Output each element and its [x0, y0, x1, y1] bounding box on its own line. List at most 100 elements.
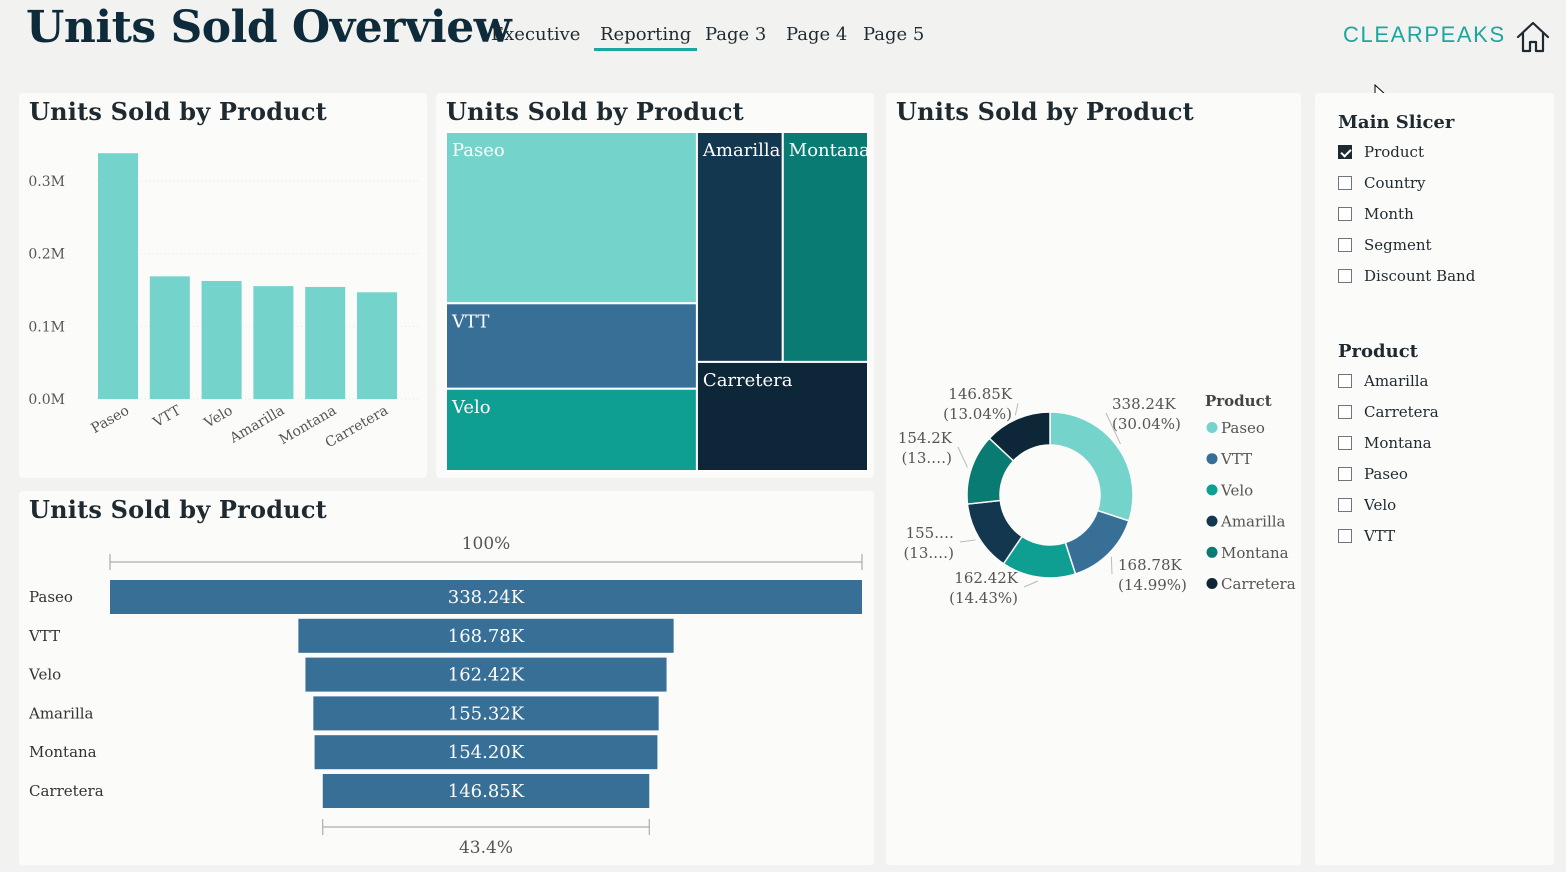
slicer-item-label: Amarilla [1364, 372, 1429, 390]
bar-montana [305, 286, 346, 399]
donut-chart: 338.24K (30.04%) 168.78K (14.99%) 162.42K (14… [898, 385, 1296, 607]
slicer-item-label: Product [1364, 143, 1424, 161]
bar-vtt [149, 276, 190, 399]
leader-line [1105, 412, 1121, 445]
main-slicer-title: Main Slicer [1338, 112, 1455, 133]
donut-slice-carretera [988, 411, 1051, 462]
slicer-item-label: Discount Band [1364, 267, 1476, 285]
legend-label-montana: Montana [1221, 544, 1289, 562]
checkbox-icon[interactable] [1338, 176, 1352, 190]
funnel-value-label: 155.32K [448, 703, 525, 724]
donut-percent-label: (13.…) [903, 544, 954, 562]
checkbox-icon[interactable] [1338, 238, 1352, 252]
treemap-tile-carretera [695, 360, 869, 472]
page-title: Units Sold Overview [26, 2, 512, 53]
leader-line [957, 446, 968, 468]
legend-label-velo: Velo [1220, 481, 1253, 499]
treemap-tile-montana [781, 131, 870, 363]
slicer-item-paseo[interactable]: Paseo [1338, 465, 1408, 483]
checkbox-icon[interactable] [1338, 374, 1352, 388]
funnel-bar-montana [314, 735, 658, 770]
funnel-bar-paseo [110, 580, 862, 614]
donut-value-label: 155.… [906, 524, 954, 542]
y-tick-label: 0.0M [28, 392, 65, 408]
funnel-bar-vtt [298, 618, 674, 653]
legend-dot-amarilla [1206, 515, 1218, 527]
treemap-tile-velo [445, 387, 698, 472]
slicer-item-country[interactable]: Country [1338, 174, 1426, 192]
funnel-title: Units Sold by Product [29, 495, 327, 524]
slicer-item-carretera[interactable]: Carretera [1338, 403, 1439, 421]
checkbox-icon[interactable] [1338, 207, 1352, 221]
checkbox-icon[interactable] [1338, 405, 1352, 419]
slicer-item-label: Segment [1364, 236, 1432, 254]
donut-percent-label: (14.99%) [1118, 576, 1187, 594]
legend-dot-montana [1206, 546, 1218, 558]
treemap-label: VTT [451, 311, 489, 332]
slicer-item-label: Country [1364, 174, 1426, 192]
donut-value-label: 154.2K [898, 429, 953, 447]
x-tick-label: Paseo [88, 403, 132, 437]
checkbox-icon[interactable] [1338, 145, 1352, 159]
donut-percent-label: (13.04%) [943, 405, 1012, 423]
funnel-value-label: 168.78K [448, 626, 525, 647]
y-tick-label: 0.2M [28, 247, 65, 263]
checkbox-icon[interactable] [1338, 436, 1352, 450]
treemap-chart: Paseo VTT Velo Amarilla Montana Carretera [445, 131, 870, 472]
tab-page-3[interactable]: Page 3 [705, 24, 767, 45]
donut-value-label: 168.78K [1118, 556, 1182, 574]
legend-title: Product [1205, 392, 1272, 410]
funnel-category-label: Carretera [29, 782, 104, 800]
tab-page-4[interactable]: Page 4 [786, 24, 848, 45]
legend-dot-vtt [1206, 453, 1218, 465]
legend-label-vtt: VTT [1220, 450, 1252, 468]
home-icon[interactable] [1515, 20, 1551, 54]
donut-value-label: 338.24K [1112, 395, 1176, 413]
funnel-category-label: Amarilla [28, 704, 94, 722]
slicer-item-label: Month [1364, 205, 1414, 223]
slicer-item-product[interactable]: Product [1338, 143, 1424, 161]
funnel-chart: 100% 338.24K Paseo 168.78K VTT 162.42K Velo 155… [28, 534, 863, 858]
treemap-label: Carretera [703, 370, 793, 391]
funnel-category-label: Paseo [29, 588, 73, 606]
checkbox-icon[interactable] [1338, 269, 1352, 283]
leader-line [1110, 556, 1113, 575]
leader-line [1014, 402, 1019, 416]
checkbox-icon[interactable] [1338, 529, 1352, 543]
slicer-item-month[interactable]: Month [1338, 205, 1414, 223]
legend-dot-paseo [1206, 422, 1218, 433]
x-tick-label: Amarilla [226, 403, 287, 447]
leader-line [1023, 580, 1038, 588]
donut-card: Units Sold by Product 338.24K (30.04%) 168… [886, 93, 1301, 865]
slicer-item-label: Velo [1364, 496, 1397, 514]
bar-chart-card: Units Sold by Product 0.0M 0.1M 0.2M 0.3M Pa… [19, 93, 427, 478]
slicer-item-discount-band[interactable]: Discount Band [1338, 267, 1475, 285]
checkbox-icon[interactable] [1338, 467, 1352, 481]
funnel-value-label: 338.24K [448, 587, 525, 608]
tab-executive[interactable]: Executive [491, 24, 581, 45]
funnel-bar-carretera [322, 774, 650, 808]
treemap-tile-paseo [445, 131, 698, 305]
funnel-value-label: 146.85K [448, 781, 525, 802]
funnel-value-label: 154.20K [448, 742, 525, 763]
treemap-label: Montana [789, 140, 870, 161]
slicer-item-montana[interactable]: Montana [1338, 434, 1432, 452]
bar-carretera [357, 292, 397, 399]
treemap-label: Velo [451, 397, 491, 418]
funnel-category-label: VTT [28, 627, 60, 645]
slicer-item-amarilla[interactable]: Amarilla [1338, 372, 1429, 390]
product-slicer-title: Product [1338, 341, 1418, 362]
donut-value-label: 162.42K [954, 569, 1018, 587]
slicer-item-segment[interactable]: Segment [1338, 236, 1432, 254]
treemap-tile-vtt [445, 302, 698, 390]
legend-label-carretera: Carretera [1221, 575, 1296, 593]
slicer-item-label: Paseo [1364, 465, 1408, 483]
tab-page-5[interactable]: Page 5 [863, 24, 925, 45]
donut-title: Units Sold by Product [896, 97, 1194, 126]
slicer-item-velo[interactable]: Velo [1338, 496, 1396, 514]
funnel-category-label: Montana [29, 743, 97, 761]
legend-label-amarilla: Amarilla [1220, 513, 1286, 531]
checkbox-icon[interactable] [1338, 498, 1352, 512]
tab-reporting[interactable]: Reporting [593, 24, 698, 51]
slicer-item-vtt[interactable]: VTT [1338, 527, 1395, 545]
